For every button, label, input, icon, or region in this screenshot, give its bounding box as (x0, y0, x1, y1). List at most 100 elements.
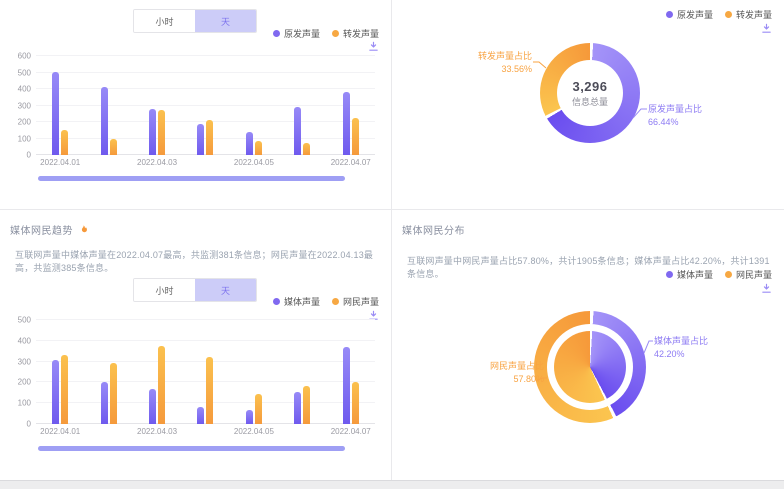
pie-inner-disc (554, 331, 626, 403)
legend-item-media[interactable]: 媒体声量 (665, 268, 713, 281)
legend-label: 媒体声量 (283, 297, 320, 307)
legend-label: 原发声量 (676, 10, 713, 20)
bar-group: 2022.04.05 (230, 320, 278, 436)
legend-label: 转发声量 (342, 29, 379, 39)
gridline (36, 88, 375, 90)
donut-center: 3,296 信息总量 (557, 60, 623, 126)
toggle-hour-button[interactable]: 小时 (134, 279, 195, 301)
y-axis-tick: 100 (17, 398, 31, 408)
x-axis-tick: 2022.04.05 (233, 427, 274, 436)
legend-dot-orange (724, 271, 732, 278)
y-axis-tick: 300 (17, 101, 31, 110)
y-axis-tick: 100 (17, 134, 31, 144)
panel-header: 媒体网民分布 (402, 222, 465, 237)
download-icon[interactable] (368, 310, 379, 321)
bar-orange (109, 139, 117, 155)
toggle-hour-button[interactable]: 小时 (134, 10, 195, 32)
download-icon[interactable] (761, 23, 772, 34)
volume-trend-bar-chart: 0 100 200 300 400 500 600 2022.04.01 2022.04.03 2… (18, 52, 375, 167)
bar-purple (52, 71, 60, 155)
bar-purple (100, 382, 108, 424)
bar-orange (351, 382, 359, 424)
bar-orange (109, 362, 117, 424)
bar-purple (149, 388, 157, 424)
bar-groups: 2022.04.01 2022.04.03 2022.04.05 2022.04.07 (36, 56, 375, 167)
bar-orange (61, 130, 69, 155)
legend: 媒体声量 网民声量 (665, 268, 772, 281)
legend: 原发声量 转发声量 (272, 27, 379, 40)
gridline (36, 55, 375, 56)
gridline (36, 319, 375, 320)
panel-media-netizen-distribution: 媒体网民分布 互联网声量中网民声量占比57.80%，共计1905条信息；媒体声量… (392, 210, 784, 480)
gridline (36, 137, 375, 139)
bar-orange (158, 110, 166, 155)
gridline (36, 339, 375, 341)
panel-media-netizen-trend: 媒体网民趋势 互联网声量中媒体声量在2022.04.07最高，共监测381条信息… (0, 210, 392, 480)
bar-orange (351, 117, 359, 155)
legend-item-repost[interactable]: 转发声量 (724, 8, 772, 21)
bar-orange (158, 346, 166, 424)
bar-group: 2022.04.05 (230, 56, 278, 167)
gridline (36, 423, 375, 424)
bar-purple (245, 410, 253, 424)
download-icon[interactable] (368, 41, 379, 52)
legend-item-repost[interactable]: 转发声量 (331, 27, 379, 40)
gridline (36, 381, 375, 383)
x-axis-tick: 2022.04.07 (330, 158, 371, 167)
legend-item-original[interactable]: 原发声量 (665, 8, 713, 21)
media-netizen-trend-bar-chart: 0 100 200 300 400 500 2022.04.01 2022.04.03 2022… (18, 316, 375, 436)
total-volume-label: 信息总量 (571, 96, 608, 107)
panel-title: 媒体网民分布 (402, 226, 465, 237)
bar-orange (303, 142, 311, 155)
gridline (36, 154, 375, 155)
x-axis-tick: 2022.04.05 (233, 158, 274, 167)
bar-group (84, 320, 132, 424)
bar-group (181, 320, 229, 424)
slice-label-netizen: 网民声量占比 57.80% (489, 361, 544, 384)
legend-dot-orange (331, 30, 339, 37)
legend-dot-purple (665, 11, 673, 18)
chart-datazoom-scrollbar[interactable] (38, 176, 345, 181)
y-axis-tick: 400 (17, 336, 31, 346)
download-icon[interactable] (761, 283, 772, 294)
panel-volume-distribution: 原发声量 转发声量 3,296 信息总量 转发声量占比 33.56% 原发声量占… (392, 0, 784, 210)
bar-orange (206, 357, 214, 424)
x-axis-tick: 2022.04.03 (137, 158, 178, 167)
legend-label: 原发声量 (283, 29, 320, 39)
legend-label: 网民声量 (342, 297, 379, 307)
bar-orange (254, 140, 262, 155)
y-axis-tick: 200 (17, 117, 31, 127)
panel-header: 媒体网民趋势 (10, 222, 89, 237)
bar-group (84, 56, 132, 155)
total-volume-value: 3,296 (572, 78, 608, 94)
x-axis-tick: 2022.04.01 (40, 427, 81, 436)
legend: 原发声量 转发声量 (665, 8, 772, 21)
toggle-day-button[interactable]: 天 (195, 279, 256, 301)
legend-item-original[interactable]: 原发声量 (272, 27, 320, 40)
bar-purple (149, 108, 157, 155)
bar-group: 2022.04.01 (36, 320, 84, 436)
legend-item-netizen[interactable]: 网民声量 (724, 268, 772, 281)
bar-purple (100, 87, 108, 155)
y-axis-tick: 200 (17, 377, 31, 387)
legend-item-netizen[interactable]: 网民声量 (331, 295, 379, 308)
legend-label: 转发声量 (735, 10, 772, 20)
slice-label-media: 媒体声量占比 42.20% (654, 336, 709, 359)
chart-datazoom-scrollbar[interactable] (38, 446, 345, 451)
toggle-day-button[interactable]: 天 (195, 10, 256, 32)
bar-purple (342, 92, 350, 155)
x-axis-tick: 2022.04.07 (330, 427, 371, 436)
slice-label-repost: 转发声量占比 33.56% (477, 51, 532, 74)
bar-group: 2022.04.07 (327, 320, 375, 436)
media-netizen-distribution-pie-chart (534, 311, 646, 423)
bar-group: 2022.04.03 (133, 56, 181, 167)
panel-description: 互联网声量中网民声量占比57.80%，共计1905条信息；媒体声量占比42.20… (407, 256, 770, 279)
bar-group (278, 56, 326, 155)
bar-group: 2022.04.03 (133, 320, 181, 436)
bar-purple (294, 107, 302, 155)
time-granularity-toggle: 小时 天 (133, 9, 257, 33)
bar-group (181, 56, 229, 155)
legend-item-media[interactable]: 媒体声量 (272, 295, 320, 308)
y-axis-tick: 600 (17, 51, 31, 61)
